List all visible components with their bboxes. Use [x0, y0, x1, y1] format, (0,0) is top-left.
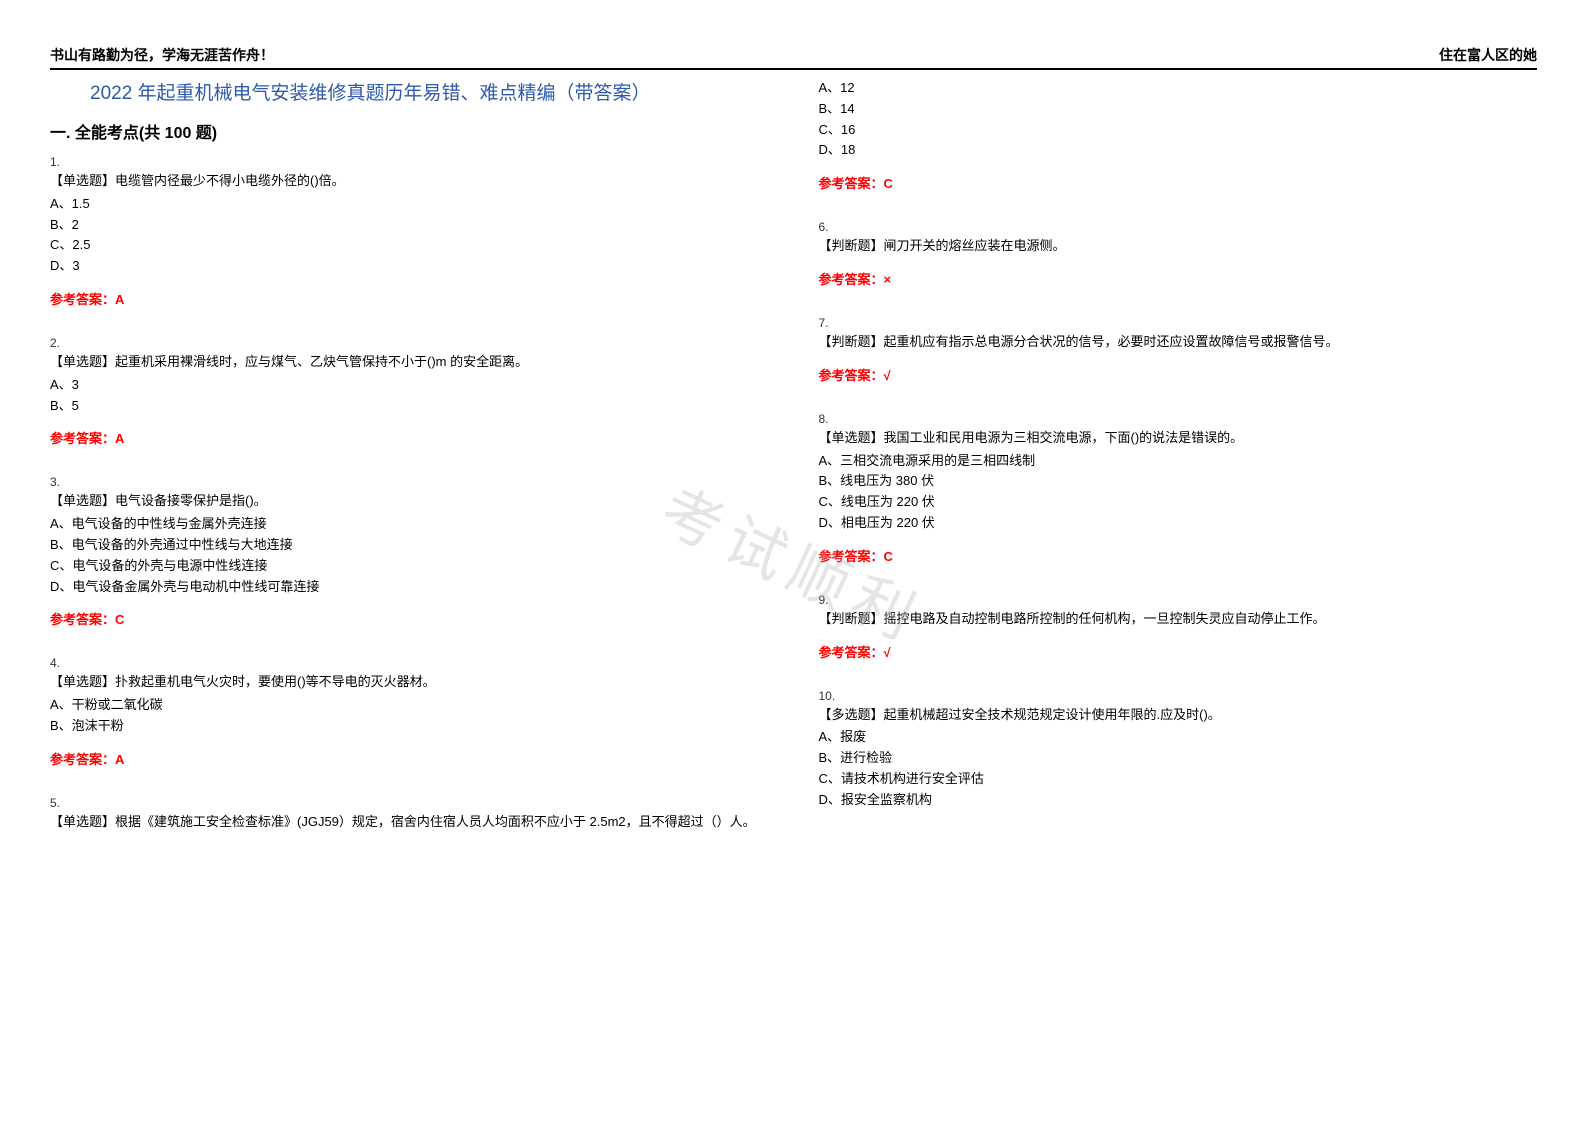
question-option: D、报安全监察机构	[819, 790, 1538, 811]
answer: 参考答案：√	[819, 642, 1538, 661]
answer: 参考答案：C	[819, 546, 1538, 565]
question-text: 【单选题】电气设备接零保护是指()。	[50, 491, 769, 512]
question-option: D、3	[50, 256, 769, 277]
answer: 参考答案：√	[819, 365, 1538, 384]
left-column: 2022 年起重机械电气安装维修真题历年易错、难点精编（带答案） 一. 全能考点…	[50, 78, 769, 861]
question-option: C、16	[819, 120, 1538, 141]
question-option: C、电气设备的外壳与电源中性线连接	[50, 556, 769, 577]
question-number: 9.	[819, 593, 1538, 607]
answer: 参考答案：C	[819, 173, 1538, 192]
question-option: B、电气设备的外壳通过中性线与大地连接	[50, 535, 769, 556]
answer: 参考答案：A	[50, 289, 769, 308]
question: A、12B、14C、16D、18 参考答案：C	[819, 78, 1538, 192]
question-number: 10.	[819, 689, 1538, 703]
question-number: 1.	[50, 155, 769, 169]
question: 3. 【单选题】电气设备接零保护是指()。A、电气设备的中性线与金属外壳连接B、电…	[50, 475, 769, 628]
question-text: 【单选题】电缆管内径最少不得小电缆外径的()倍。	[50, 171, 769, 192]
question-number: 3.	[50, 475, 769, 489]
question-option: B、泡沫干粉	[50, 716, 769, 737]
question-option: B、2	[50, 215, 769, 236]
question: 7. 【判断题】起重机应有指示总电源分合状况的信号，必要时还应设置故障信号或报警信…	[819, 316, 1538, 384]
question-option: B、线电压为 380 伏	[819, 471, 1538, 492]
question-number: 2.	[50, 336, 769, 350]
question-option: B、14	[819, 99, 1538, 120]
question-text: 【判断题】闸刀开关的熔丝应装在电源侧。	[819, 236, 1538, 257]
question-option: A、干粉或二氧化碳	[50, 695, 769, 716]
question-option: B、5	[50, 396, 769, 417]
question-option: A、1.5	[50, 194, 769, 215]
question-option: B、进行检验	[819, 748, 1538, 769]
question-option: C、请技术机构进行安全评估	[819, 769, 1538, 790]
question: 6. 【判断题】闸刀开关的熔丝应装在电源侧。参考答案：×	[819, 220, 1538, 288]
question: 10. 【多选题】起重机械超过安全技术规范规定设计使用年限的.应及时()。A、报废…	[819, 689, 1538, 811]
question: 9. 【判断题】摇控电路及自动控制电路所控制的任何机构，一旦控制失灵应自动停止工作…	[819, 593, 1538, 661]
question-option: C、线电压为 220 伏	[819, 492, 1538, 513]
answer: 参考答案：×	[819, 269, 1538, 288]
question-text: 【单选题】根据《建筑施工安全检查标准》(JGJ59）规定，宿舍内住宿人员人均面积…	[50, 812, 769, 833]
question-text: 【单选题】我国工业和民用电源为三相交流电源，下面()的说法是错误的。	[819, 428, 1538, 449]
question-option: D、18	[819, 140, 1538, 161]
question-option: D、相电压为 220 伏	[819, 513, 1538, 534]
document-title: 2022 年起重机械电气安装维修真题历年易错、难点精编（带答案）	[50, 78, 769, 105]
question-number: 5.	[50, 796, 769, 810]
question-text: 【单选题】起重机采用裸滑线时，应与煤气、乙炔气管保持不小于()m 的安全距离。	[50, 352, 769, 373]
question: 4. 【单选题】扑救起重机电气火灾时，要使用()等不导电的灭火器材。A、干粉或二氧…	[50, 656, 769, 767]
question-option: A、电气设备的中性线与金属外壳连接	[50, 514, 769, 535]
question-option: C、2.5	[50, 235, 769, 256]
section-title: 一. 全能考点(共 100 题)	[50, 119, 769, 143]
question-option: A、报废	[819, 727, 1538, 748]
answer: 参考答案：C	[50, 609, 769, 628]
question: 1. 【单选题】电缆管内径最少不得小电缆外径的()倍。A、1.5B、2C、2.5D…	[50, 155, 769, 308]
question: 2. 【单选题】起重机采用裸滑线时，应与煤气、乙炔气管保持不小于()m 的安全距离…	[50, 336, 769, 447]
question: 8. 【单选题】我国工业和民用电源为三相交流电源，下面()的说法是错误的。A、三相…	[819, 412, 1538, 565]
question-option: A、三相交流电源采用的是三相四线制	[819, 451, 1538, 472]
question-number: 7.	[819, 316, 1538, 330]
right-column: A、12B、14C、16D、18 参考答案：C 6. 【判断题】闸刀开关的熔丝应装在电…	[819, 78, 1538, 861]
answer: 参考答案：A	[50, 749, 769, 768]
header: 书山有路勤为径，学海无涯苦作舟！ 住在富人区的她	[50, 45, 1537, 70]
header-left: 书山有路勤为径，学海无涯苦作舟！	[50, 45, 274, 65]
header-right: 住在富人区的她	[1439, 45, 1537, 65]
question-option: D、电气设备金属外壳与电动机中性线可靠连接	[50, 577, 769, 598]
question-option: A、3	[50, 375, 769, 396]
answer: 参考答案：A	[50, 428, 769, 447]
question-number: 8.	[819, 412, 1538, 426]
question-option: A、12	[819, 78, 1538, 99]
content: 2022 年起重机械电气安装维修真题历年易错、难点精编（带答案） 一. 全能考点…	[50, 78, 1537, 861]
question-number: 6.	[819, 220, 1538, 234]
question-number: 4.	[50, 656, 769, 670]
question-text: 【多选题】起重机械超过安全技术规范规定设计使用年限的.应及时()。	[819, 705, 1538, 726]
question-text: 【判断题】起重机应有指示总电源分合状况的信号，必要时还应设置故障信号或报警信号。	[819, 332, 1538, 353]
question-text: 【单选题】扑救起重机电气火灾时，要使用()等不导电的灭火器材。	[50, 672, 769, 693]
question-text: 【判断题】摇控电路及自动控制电路所控制的任何机构，一旦控制失灵应自动停止工作。	[819, 609, 1538, 630]
question: 5. 【单选题】根据《建筑施工安全检查标准》(JGJ59）规定，宿舍内住宿人员人均…	[50, 796, 769, 833]
